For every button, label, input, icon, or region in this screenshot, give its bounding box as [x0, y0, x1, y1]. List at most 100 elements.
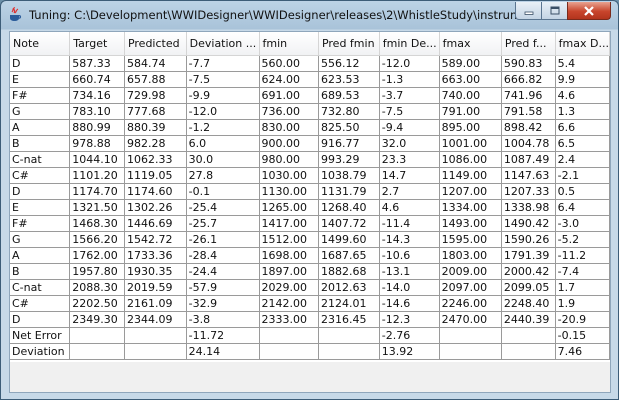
table-cell[interactable]: 1119.05 [124, 167, 187, 184]
table-cell[interactable]: -7.4 [555, 263, 610, 280]
table-cell[interactable]: -3.7 [379, 87, 440, 104]
table-cell[interactable]: 2019.59 [124, 279, 187, 296]
table-cell[interactable]: 584.74 [124, 55, 187, 72]
table-cell[interactable]: 2.4 [555, 151, 610, 168]
table-cell[interactable]: 2097.00 [439, 279, 502, 296]
table-cell[interactable]: -9.4 [379, 119, 440, 136]
table-cell[interactable]: 1490.42 [501, 215, 556, 232]
table-cell[interactable]: 734.16 [69, 87, 125, 104]
table-cell[interactable]: B [10, 135, 71, 152]
table-cell[interactable]: 1566.20 [69, 231, 125, 248]
table-cell[interactable]: -3.8 [186, 311, 260, 328]
table-cell[interactable]: -7.7 [186, 55, 260, 72]
table-cell[interactable]: 1004.78 [501, 135, 556, 152]
table-cell[interactable]: 1499.60 [318, 231, 380, 248]
table-cell[interactable] [69, 343, 125, 360]
column-header[interactable]: Predicted [124, 32, 187, 56]
table-cell[interactable]: -2.1 [555, 167, 610, 184]
table-cell[interactable]: 4.6 [555, 87, 610, 104]
table-cell[interactable]: 1338.98 [501, 199, 556, 216]
close-button[interactable] [567, 2, 611, 20]
table-cell[interactable]: 783.10 [69, 103, 125, 120]
table-cell[interactable]: 2349.30 [69, 311, 125, 328]
table-cell[interactable]: Net Error [10, 327, 71, 344]
table-cell[interactable]: -5.2 [555, 231, 610, 248]
table-cell[interactable]: 2440.39 [501, 311, 556, 328]
table-cell[interactable]: 2.7 [379, 183, 440, 200]
table-cell[interactable]: 2099.05 [501, 279, 556, 296]
table-cell[interactable]: C-nat [10, 151, 71, 168]
table-cell[interactable]: C# [10, 295, 71, 312]
table-cell[interactable]: C-nat [10, 279, 71, 296]
table-cell[interactable]: 663.00 [439, 71, 502, 88]
table-cell[interactable]: 1086.00 [439, 151, 502, 168]
tuning-table-viewport[interactable]: Note Target Predicted Deviation ... fmin… [10, 32, 610, 392]
table-cell[interactable]: 1174.70 [69, 183, 125, 200]
table-row[interactable]: E 660.74 657.88 -7.5 624.00 623.53 -1.3 663.00 6… [10, 71, 610, 88]
table-row[interactable]: Deviation 24.14 13.92 7.46 [10, 343, 610, 360]
table-cell[interactable]: -25.7 [186, 215, 260, 232]
table-cell[interactable]: 740.00 [439, 87, 502, 104]
table-cell[interactable]: 1882.68 [318, 263, 380, 280]
table-cell[interactable]: 982.28 [124, 135, 187, 152]
table-cell[interactable]: 2142.00 [259, 295, 319, 312]
table-cell[interactable]: 791.58 [501, 103, 556, 120]
table-cell[interactable] [501, 343, 556, 360]
table-cell[interactable]: 732.80 [318, 103, 380, 120]
table-cell[interactable]: 14.7 [379, 167, 440, 184]
table-cell[interactable]: Deviation [10, 343, 71, 360]
table-cell[interactable]: -25.4 [186, 199, 260, 216]
table-cell[interactable]: -14.6 [379, 295, 440, 312]
table-row[interactable]: C-nat 1044.10 1062.33 30.0 980.00 993.29 23.3 1… [10, 151, 610, 168]
table-cell[interactable]: 1762.00 [69, 247, 125, 264]
table-cell[interactable]: 624.00 [259, 71, 319, 88]
table-cell[interactable]: 1.9 [555, 295, 610, 312]
maximize-button[interactable] [541, 2, 567, 20]
table-cell[interactable]: 1417.00 [259, 215, 319, 232]
table-cell[interactable]: -12.0 [379, 55, 440, 72]
table-cell[interactable]: 5.4 [555, 55, 610, 72]
column-header[interactable]: Target [69, 32, 125, 56]
table-cell[interactable]: 660.74 [69, 71, 125, 88]
table-cell[interactable]: 587.33 [69, 55, 125, 72]
table-cell[interactable]: 2012.63 [318, 279, 380, 296]
table-cell[interactable]: G [10, 103, 71, 120]
table-row[interactable]: A 880.99 880.39 -1.2 830.00 825.50 -9.4 895.00 8… [10, 119, 610, 136]
table-cell[interactable]: -13.1 [379, 263, 440, 280]
table-row[interactable]: C-nat 2088.30 2019.59 -57.9 2029.00 2012.63 -1… [10, 279, 610, 296]
table-row[interactable]: C# 1101.20 1119.05 27.8 1030.00 1038.79 14.7 11… [10, 167, 610, 184]
table-cell[interactable]: F# [10, 87, 71, 104]
table-cell[interactable] [318, 327, 380, 344]
table-cell[interactable]: 1.7 [555, 279, 610, 296]
table-cell[interactable]: 560.00 [259, 55, 319, 72]
table-cell[interactable]: 1334.00 [439, 199, 502, 216]
table-cell[interactable]: 2316.45 [318, 311, 380, 328]
table-cell[interactable]: -1.2 [186, 119, 260, 136]
table-cell[interactable] [501, 327, 556, 344]
table-cell[interactable]: -0.1 [186, 183, 260, 200]
table-row[interactable]: D 1174.70 1174.60 -0.1 1130.00 1131.79 2.7 1207… [10, 183, 610, 200]
table-cell[interactable]: -28.4 [186, 247, 260, 264]
table-cell[interactable]: 1542.72 [124, 231, 187, 248]
table-cell[interactable] [318, 343, 380, 360]
table-cell[interactable]: C# [10, 167, 71, 184]
column-header[interactable]: Pred f... [501, 32, 556, 56]
table-row[interactable]: G 783.10 777.68 -12.0 736.00 732.80 -7.5 791.00… [10, 103, 610, 120]
table-cell[interactable]: 1.3 [555, 103, 610, 120]
table-cell[interactable]: 6.0 [186, 135, 260, 152]
table-cell[interactable]: -7.5 [186, 71, 260, 88]
table-cell[interactable]: 1302.26 [124, 199, 187, 216]
table-cell[interactable]: E [10, 71, 71, 88]
table-cell[interactable]: -24.4 [186, 263, 260, 280]
table-cell[interactable]: -11.2 [555, 247, 610, 264]
table-cell[interactable]: 1512.00 [259, 231, 319, 248]
table-cell[interactable]: 2246.00 [439, 295, 502, 312]
table-cell[interactable]: 691.00 [259, 87, 319, 104]
table-cell[interactable]: 689.53 [318, 87, 380, 104]
table-cell[interactable]: 2009.00 [439, 263, 502, 280]
table-cell[interactable]: 1001.00 [439, 135, 502, 152]
table-cell[interactable]: 2088.30 [69, 279, 125, 296]
table-cell[interactable]: -20.9 [555, 311, 610, 328]
table-cell[interactable]: 1101.20 [69, 167, 125, 184]
minimize-button[interactable] [515, 2, 541, 20]
